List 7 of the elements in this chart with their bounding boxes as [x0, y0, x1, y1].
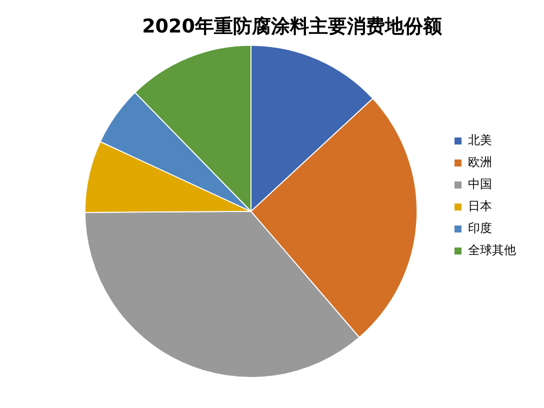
- legend-label: 中国: [468, 177, 492, 192]
- legend-label: 欧洲: [468, 155, 492, 170]
- legend-label: 北美: [468, 133, 492, 148]
- chart-title: 2020年重防腐涂料主要消费地份额: [142, 15, 443, 38]
- legend-label: 日本: [468, 199, 492, 214]
- legend-label: 印度: [468, 221, 492, 236]
- legend-label: 全球其他: [468, 243, 516, 258]
